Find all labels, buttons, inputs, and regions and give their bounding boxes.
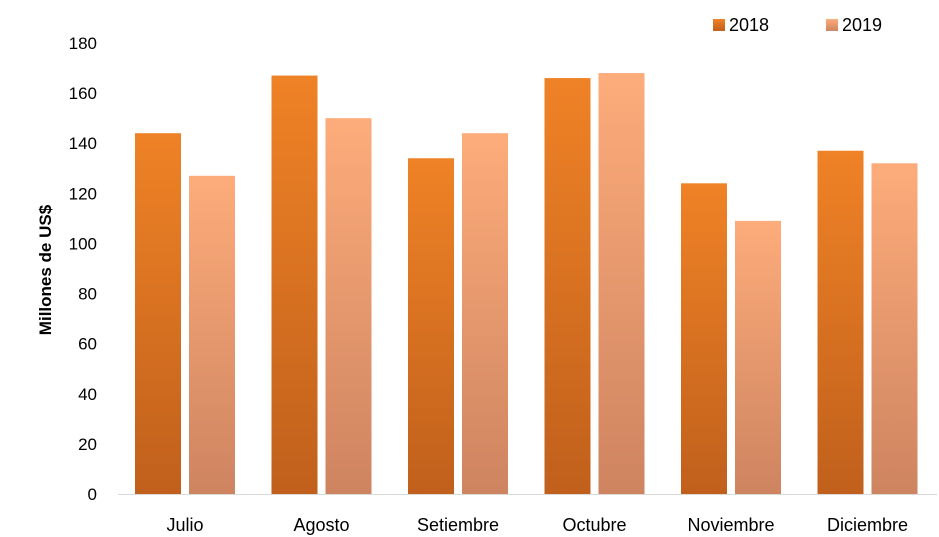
legend-item-2018: 2018: [713, 15, 769, 35]
legend-swatch: [713, 19, 725, 31]
x-axis-labels: Julio Agosto Setiembre Octubre Noviembre Dici…: [166, 515, 908, 535]
y-tick-label: 180: [69, 34, 97, 53]
bar-2019-diciembre: [871, 163, 918, 494]
y-axis-title-group: Millones de US$: [36, 204, 55, 335]
y-axis-ticks: 0 20 40 60 80 100 120 140 160 180: [69, 34, 97, 504]
bars: [135, 73, 918, 495]
y-tick-label: 40: [78, 385, 97, 404]
y-tick-label: 120: [69, 184, 97, 203]
y-tick-label: 140: [69, 134, 97, 153]
bar-2019-noviembre: [735, 220, 781, 494]
x-tick-label: Octubre: [562, 515, 626, 535]
legend-item-2019: 2019: [826, 15, 882, 35]
x-tick-label: Julio: [166, 515, 203, 535]
x-tick-label: Noviembre: [687, 515, 774, 535]
bar-2018-julio: [135, 133, 181, 494]
legend-swatch: [826, 19, 838, 31]
bar-2019-julio: [189, 175, 235, 495]
legend: 2018 2019: [713, 15, 882, 35]
x-tick-label: Diciembre: [827, 515, 908, 535]
y-tick-label: 20: [78, 435, 97, 454]
y-tick-label: 60: [78, 335, 97, 354]
y-axis-title: Millones de US$: [36, 204, 55, 335]
bar-2018-diciembre: [817, 150, 864, 494]
bar-2018-agosto: [271, 75, 318, 495]
x-tick-label: Setiembre: [417, 515, 499, 535]
bar-2018-noviembre: [681, 183, 727, 495]
y-tick-label: 160: [69, 84, 97, 103]
bar-2018-setiembre: [408, 158, 454, 494]
bar-2019-octubre: [598, 73, 645, 495]
bar-2018-octubre: [544, 78, 591, 495]
legend-label: 2018: [729, 15, 769, 35]
legend-label: 2019: [842, 15, 882, 35]
bar-2019-agosto: [325, 118, 372, 495]
y-tick-label: 0: [88, 485, 97, 504]
bar-2019-setiembre: [462, 133, 508, 494]
y-tick-label: 100: [69, 234, 97, 253]
x-tick-label: Agosto: [293, 515, 349, 535]
y-tick-label: 80: [78, 285, 97, 304]
